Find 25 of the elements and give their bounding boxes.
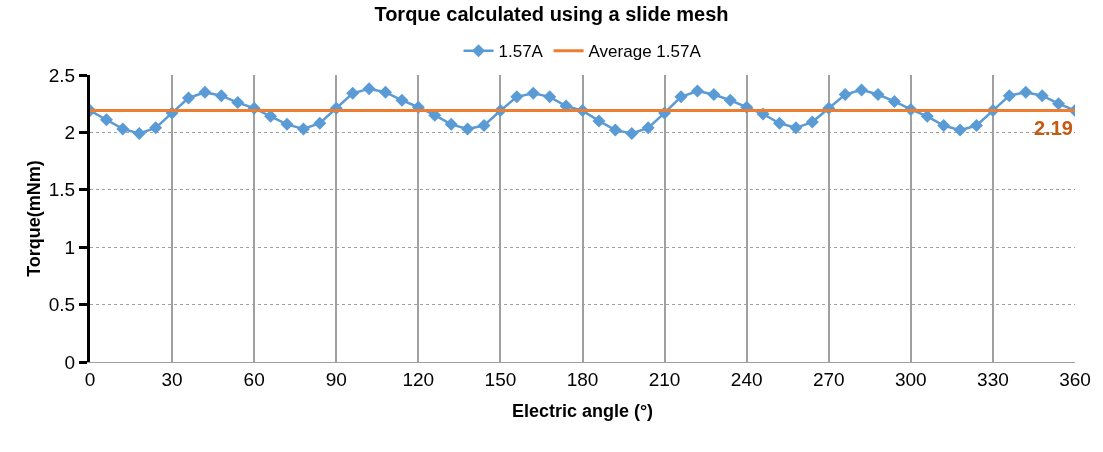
x-tick-label: 210 — [648, 368, 681, 390]
y-tick-label: 2 — [64, 122, 76, 144]
x-tick-label: 180 — [566, 368, 599, 390]
y-tick-label: 0.5 — [48, 294, 76, 316]
y-tick-label: 0 — [64, 351, 76, 373]
y-tick-label: 1 — [64, 236, 76, 258]
x-tick-label: 360 — [1059, 368, 1091, 390]
chart-title: Torque calculated using a slide mesh — [374, 2, 729, 25]
x-tick-label: 90 — [325, 368, 347, 390]
y-tick-label: 1.5 — [48, 179, 76, 201]
x-tick-label: 60 — [243, 368, 265, 390]
x-tick-label: 300 — [894, 368, 927, 390]
x-tick-label: 120 — [402, 368, 435, 390]
legend-label: 1.57A — [498, 42, 544, 62]
x-tick-label: 30 — [161, 368, 183, 390]
x-tick-label: 150 — [484, 368, 517, 390]
x-tick-label: 240 — [730, 368, 763, 390]
x-tick-label: 270 — [812, 368, 845, 390]
x-axis-title: Electric angle (°) — [511, 400, 654, 421]
y-tick-label: 2.5 — [48, 64, 76, 86]
x-tick-label: 0 — [84, 368, 96, 390]
legend-label: Average 1.57A — [588, 42, 702, 62]
annotation: 2.19 — [1034, 117, 1073, 139]
x-tick-label: 330 — [977, 368, 1009, 390]
y-axis-title: Torque(mNm) — [23, 160, 44, 277]
